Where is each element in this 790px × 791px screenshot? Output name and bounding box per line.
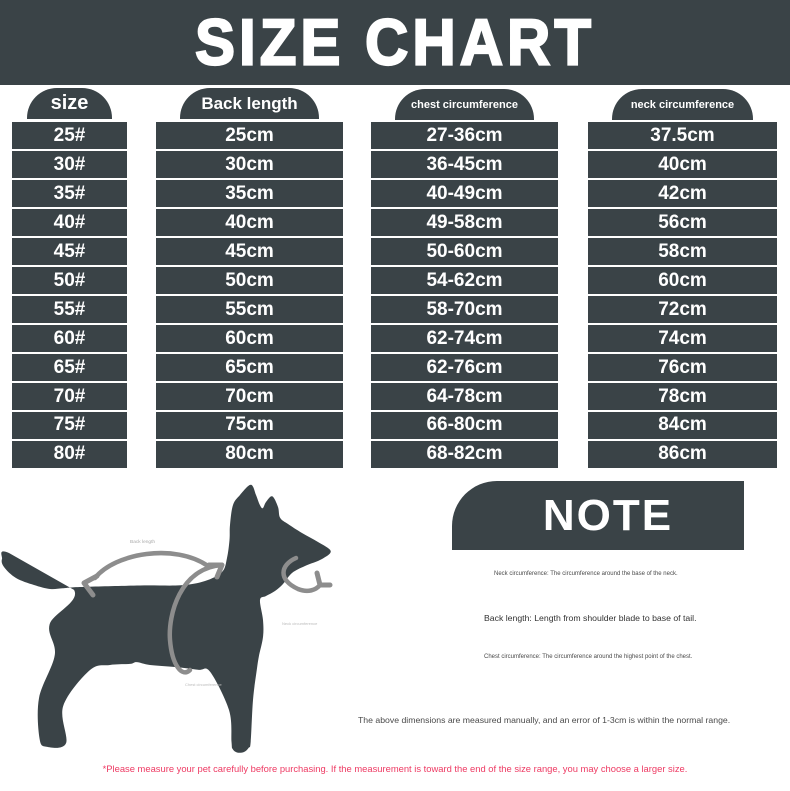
svg-text:Chest circumference: Chest circumference	[185, 682, 222, 687]
svg-text:Neck circumference: Neck circumference	[282, 621, 318, 626]
svg-text:Back length: Back length	[130, 539, 155, 545]
